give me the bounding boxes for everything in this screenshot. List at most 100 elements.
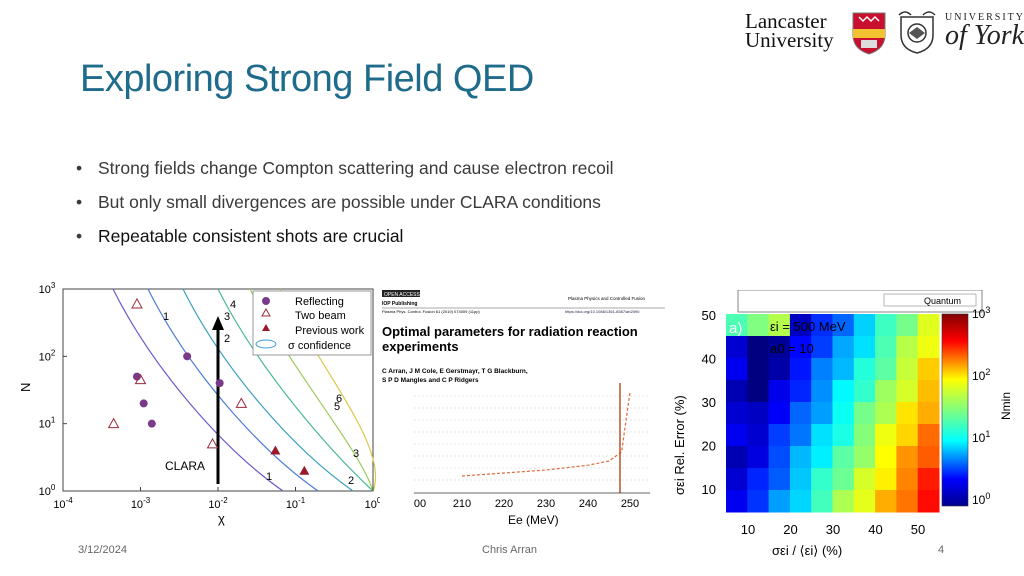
lancaster-logo-line2: University (745, 28, 834, 52)
param-energy: εi = 500 MeV (770, 319, 846, 334)
heatmap-cell (875, 490, 897, 513)
heatmap-cell (811, 424, 833, 447)
heatmap-cell (811, 314, 833, 337)
heatmap-cell (896, 402, 919, 425)
x-tick-labels: 00 210 220 230 240 250 (414, 498, 639, 510)
heatmap-cell (811, 358, 833, 381)
heatmap-cell (726, 424, 748, 447)
x-axis-label: Ee (MeV) (508, 513, 559, 527)
two-beam-point (131, 297, 143, 309)
heatmap-cell (747, 336, 770, 359)
publisher-text: IOP Publishing (382, 301, 417, 307)
heatmap-cell (917, 446, 940, 469)
heatmap-cell (853, 446, 876, 469)
colorbar-ticks: 103 102 101 100 (972, 305, 990, 507)
heatmap-cell (747, 468, 770, 491)
energy-trace (461, 391, 631, 477)
doi-link[interactable]: https://doi.org/10.1088/1361-6587/ab2090 (565, 309, 640, 314)
bullet-item: • Strong fields change Compton scattering… (76, 158, 614, 178)
heatmap-cell (896, 314, 919, 337)
contour-label: 6 (336, 393, 342, 405)
heatmap-cell (832, 380, 855, 403)
heatmap-cell (853, 490, 876, 513)
heatmap-cell (832, 402, 855, 425)
data-points (107, 297, 310, 475)
heatmap-cell (811, 446, 833, 469)
footer-author: Chris Arran (482, 544, 538, 556)
heatmap-cell (789, 358, 812, 381)
heatmap-cell (768, 446, 791, 469)
authors-line1: C Arran, J M Cole, E Gerstmayr, T G Blac… (382, 368, 528, 375)
contour-label: 4 (230, 299, 236, 311)
heatmap-cell (811, 336, 833, 359)
x-axis-label: χ (218, 511, 225, 526)
bullet-item: • Repeatable consistent shots are crucial (76, 226, 404, 246)
x-tick-label: 10-1 (286, 496, 306, 511)
heatmap-cell (726, 336, 748, 359)
heatmap-cell (896, 490, 919, 513)
y-tick-label: 10 (702, 482, 716, 497)
heatmap-cell (832, 358, 855, 381)
heatmap-cell (811, 468, 833, 491)
x-tick-label: 10-3 (131, 496, 151, 511)
heatmap-cell (726, 446, 748, 469)
heatmap-cell (853, 468, 876, 491)
reference-text: Plasma Phys. Control. Fusion 61 (2019) 0… (382, 309, 480, 314)
slide-title: Exploring Strong Field QED (80, 58, 534, 100)
heatmap-cell (917, 468, 940, 491)
colorbar-tick-label: 102 (972, 367, 990, 383)
plot-grid (414, 395, 650, 481)
x-tick-label: 220 (495, 498, 513, 510)
contour-line (147, 288, 319, 492)
bullet-text: Strong fields change Compton scattering … (98, 158, 614, 178)
x-tick-label: 30 (826, 522, 840, 537)
y-tick-label: 102 (39, 348, 56, 363)
heatmap-cell (726, 490, 748, 513)
heatmap-cell (789, 402, 812, 425)
behind-legend (883, 293, 977, 307)
reflecting-marker-icon (262, 297, 270, 305)
bullet-list: • Strong fields change Compton scattering… (76, 154, 614, 256)
heatmap-cell (875, 336, 897, 359)
two-beam-point (107, 417, 120, 429)
heatmap-cell (726, 468, 748, 491)
heatmap-cell (768, 424, 791, 447)
contour-label: 1 (266, 471, 272, 483)
heatmap-cell (917, 490, 940, 513)
heatmap-cell (768, 490, 791, 513)
contour-label: 2 (348, 475, 354, 487)
york-crest-icon (898, 11, 936, 54)
heatmap-cell (832, 314, 855, 337)
heatmap-cell (896, 468, 919, 491)
heatmap-cell (768, 380, 791, 403)
heatmap-cell (853, 314, 876, 337)
bullet-text: Repeatable consistent shots are crucial (98, 226, 404, 246)
heatmap-cell (811, 402, 833, 425)
x-tick-label: 40 (868, 522, 882, 537)
y-axis-label: σεi Rel. Error (%) (672, 395, 687, 495)
confidence-ellipse-icon (255, 339, 277, 349)
heatmap-cell (917, 424, 940, 447)
two-beam-point (235, 397, 248, 408)
heatmap-cell (811, 490, 833, 513)
heatmap-cell (789, 490, 812, 513)
paper-figure: OPEN ACCESS IOP Publishing Plasma Physic… (380, 288, 670, 533)
heatmap-cell (917, 380, 940, 403)
heatmap-cell (768, 336, 791, 359)
x-tick-label: 250 (621, 498, 639, 510)
heatmap-cell (917, 358, 940, 381)
york-logo-line2: of York (945, 20, 1024, 51)
heatmap-cell (747, 358, 770, 381)
y-tick-label: 40 (702, 352, 716, 367)
y-tick-label: 100 (39, 483, 56, 498)
legend-entry: σ confidence (288, 340, 351, 352)
heatmap-cells (726, 314, 940, 513)
heatmap-cell (726, 380, 748, 403)
heatmap-cell (768, 402, 791, 425)
open-access-badge (382, 290, 420, 297)
heatmap-figure: Quantum a) εi = 500 MeV a0 = 10 10 20 30 40… (672, 290, 1013, 558)
heatmap-cell (917, 402, 940, 425)
paper-background (380, 288, 670, 533)
heatmap-cell (726, 402, 748, 425)
x-tick-label: 50 (911, 522, 925, 537)
